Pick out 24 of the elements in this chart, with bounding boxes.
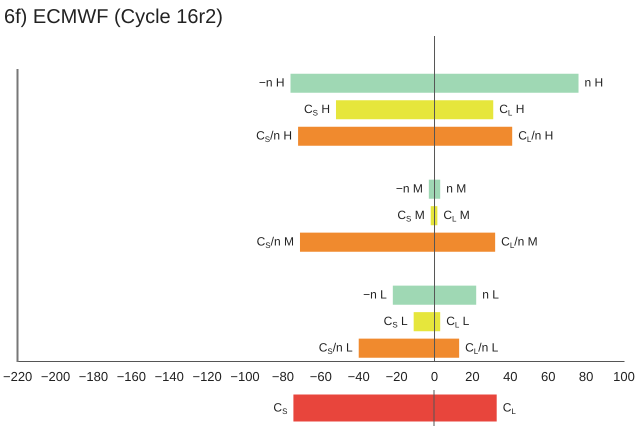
- data-label: n L: [482, 287, 500, 302]
- x-tick-label: −40: [348, 368, 370, 384]
- chart-title: 6f) ECMWF (Cycle 16r2): [4, 6, 223, 29]
- x-tick-label: 20: [465, 368, 480, 384]
- x-tick-label: −200: [40, 368, 70, 384]
- x-tick-label: −140: [154, 368, 184, 384]
- x-tick-label: 80: [578, 368, 594, 384]
- x-tick-label: −100: [230, 368, 260, 384]
- category-label: −n H: [258, 76, 285, 90]
- category-label: −n M: [396, 182, 423, 196]
- data-label: n H: [584, 76, 604, 90]
- x-tick-label: 100: [613, 368, 635, 384]
- x-tick-label: 60: [540, 368, 556, 384]
- x-tick-label: 0: [430, 368, 438, 384]
- category-label: −n L: [363, 287, 387, 302]
- data-label: n M: [446, 182, 466, 196]
- x-tick-label: −220: [2, 368, 32, 384]
- x-tick-label: −120: [192, 368, 222, 384]
- x-tick-label: −20: [386, 368, 408, 384]
- x-tick-label: −180: [78, 368, 108, 384]
- x-tick-label: −80: [272, 368, 294, 384]
- x-tick-label: −60: [310, 368, 332, 384]
- x-tick-label: 40: [503, 368, 518, 384]
- x-tick-label: −160: [116, 368, 146, 384]
